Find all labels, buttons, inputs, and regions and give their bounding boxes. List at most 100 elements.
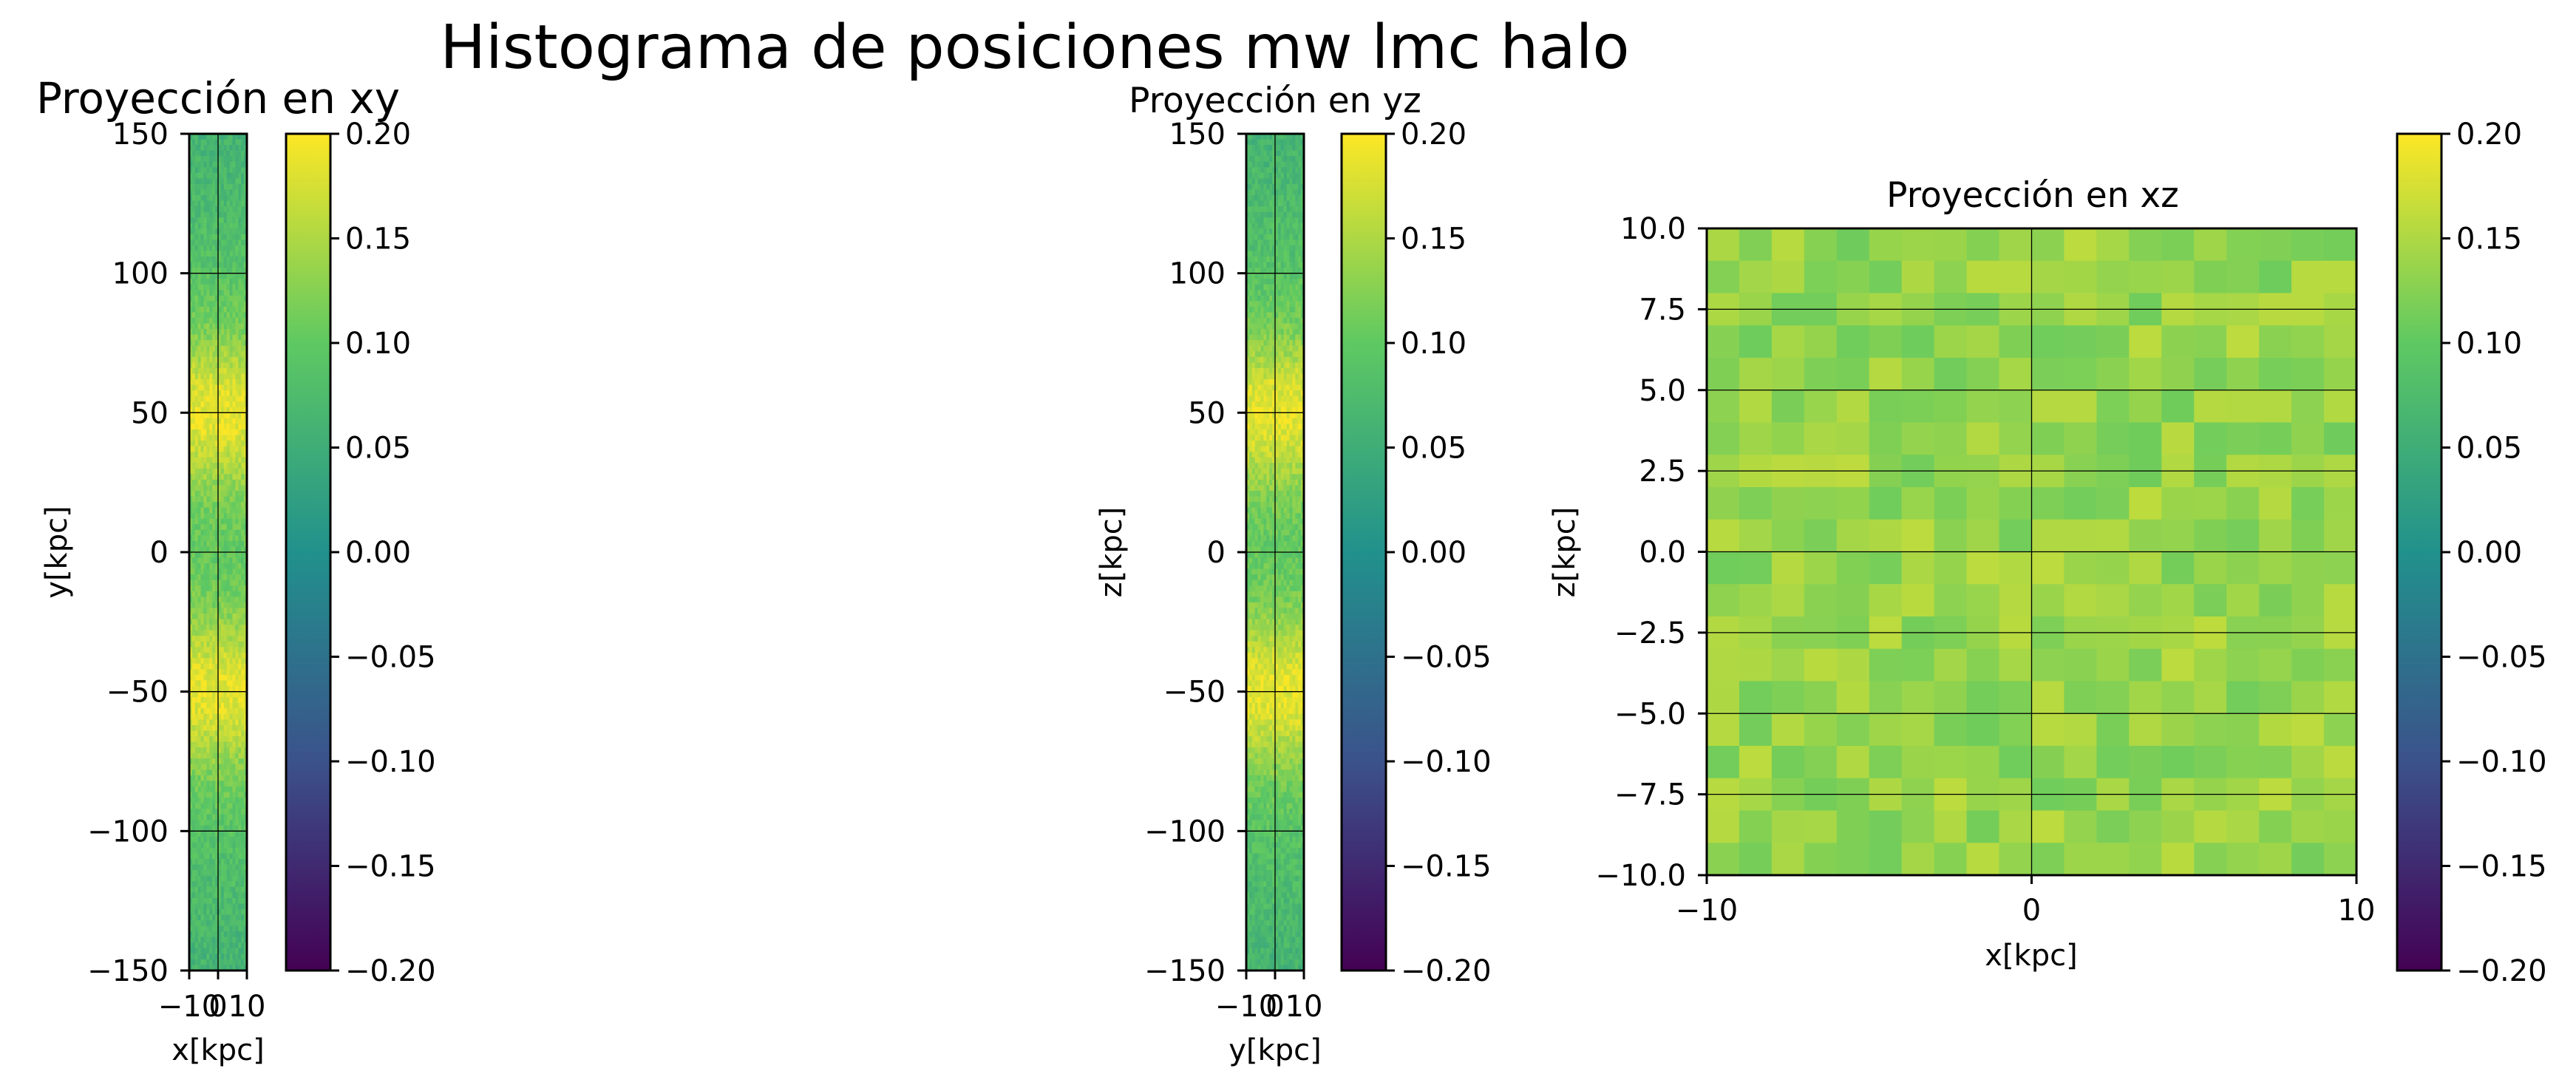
heatmap-cell xyxy=(1251,306,1256,313)
heatmap-cell xyxy=(223,842,228,849)
heatmap-cell xyxy=(203,697,207,704)
heatmap-cell xyxy=(1257,424,1262,430)
heatmap-cell xyxy=(189,295,193,302)
heatmap-cell xyxy=(1280,502,1285,509)
heatmap-cell xyxy=(1272,452,1276,458)
heatmap-cell xyxy=(1263,356,1267,364)
heatmap-cell xyxy=(220,697,225,704)
heatmap-cell xyxy=(1280,323,1285,330)
heatmap-cell xyxy=(1260,200,1264,207)
heatmap-cell xyxy=(1283,602,1288,609)
heatmap-cell xyxy=(244,836,248,843)
heatmap-cell xyxy=(241,424,245,430)
heatmap-cell xyxy=(1275,452,1279,458)
heatmap-cell xyxy=(1260,351,1264,358)
heatmap-cell xyxy=(1289,463,1293,469)
heatmap-cell xyxy=(1298,395,1302,402)
heatmap-cell xyxy=(1298,251,1302,257)
heatmap-cell xyxy=(1277,412,1282,419)
heatmap-cell xyxy=(215,686,219,693)
heatmap-cell xyxy=(197,139,202,146)
heatmap-cell xyxy=(1277,418,1282,425)
heatmap-cell xyxy=(1283,663,1288,670)
heatmap-cell xyxy=(241,496,245,503)
heatmap-cell xyxy=(238,524,242,531)
heatmap-cell xyxy=(197,295,202,302)
heatmap-cell xyxy=(1257,239,1262,246)
heatmap-cell xyxy=(218,234,222,240)
heatmap-cell xyxy=(229,379,234,386)
heatmap-cell xyxy=(209,903,213,910)
heatmap-cell xyxy=(197,948,202,954)
heatmap-cell xyxy=(1257,636,1262,642)
heatmap-cell xyxy=(232,903,236,910)
heatmap-cell xyxy=(223,139,228,146)
heatmap-cell xyxy=(1280,156,1285,163)
heatmap-cell xyxy=(212,502,216,509)
heatmap-cell xyxy=(1246,150,1250,157)
heatmap-cell xyxy=(215,457,219,463)
heatmap-cell xyxy=(1298,167,1302,174)
heatmap-cell xyxy=(200,825,205,832)
heatmap-cell xyxy=(1246,318,1250,324)
heatmap-cell xyxy=(1248,239,1253,246)
heatmap-cell xyxy=(1295,630,1299,636)
heatmap-cell xyxy=(1275,134,1279,140)
heatmap-cell xyxy=(235,680,239,687)
heatmap-cell xyxy=(215,614,219,620)
heatmap-cell xyxy=(194,803,199,809)
heatmap-cell xyxy=(1248,379,1253,386)
heatmap-cell xyxy=(244,736,248,743)
heatmap-cell xyxy=(220,585,225,592)
heatmap-cell xyxy=(241,769,245,776)
heatmap-cell xyxy=(215,647,219,653)
heatmap-cell xyxy=(1289,658,1293,665)
heatmap-cell xyxy=(238,362,242,369)
heatmap-cell xyxy=(1292,490,1296,497)
heatmap-cell xyxy=(197,513,202,520)
heatmap-cell xyxy=(203,463,207,469)
heatmap-cell xyxy=(203,412,207,419)
heatmap-cell xyxy=(244,268,248,274)
heatmap-cell xyxy=(1272,524,1276,531)
heatmap-cell xyxy=(1254,268,1259,274)
heatmap-cell xyxy=(226,479,231,486)
heatmap-cell xyxy=(220,614,225,620)
heatmap-cell xyxy=(238,691,242,698)
heatmap-cell xyxy=(1301,446,1305,452)
heatmap-cell xyxy=(1289,139,1293,146)
heatmap-cell xyxy=(241,719,245,726)
heatmap-cell xyxy=(197,552,202,559)
heatmap-cell xyxy=(229,786,234,793)
heatmap-cell xyxy=(238,781,242,787)
heatmap-cell xyxy=(226,222,231,229)
heatmap-cell xyxy=(1246,602,1250,609)
heatmap-cell xyxy=(241,301,245,307)
heatmap-cell xyxy=(218,161,222,168)
heatmap-cell xyxy=(1298,441,1302,447)
heatmap-cell xyxy=(235,636,239,642)
heatmap-cell xyxy=(1289,529,1293,536)
heatmap-cell xyxy=(1269,329,1273,336)
heatmap-cell xyxy=(203,864,207,871)
heatmap-cell xyxy=(226,206,231,213)
heatmap-cell xyxy=(191,697,196,704)
heatmap-cell xyxy=(223,741,228,748)
heatmap-cell xyxy=(1275,345,1279,352)
heatmap-cell xyxy=(232,942,236,949)
heatmap-cell xyxy=(218,775,222,782)
heatmap-cell xyxy=(203,200,207,207)
heatmap-cell xyxy=(206,150,210,157)
heatmap-cell xyxy=(244,384,248,391)
heatmap-cell xyxy=(235,183,239,191)
heatmap-cell xyxy=(1248,452,1253,458)
heatmap-cell xyxy=(241,334,245,341)
heatmap-cell xyxy=(200,239,205,246)
heatmap-cell xyxy=(232,552,236,559)
heatmap-cell xyxy=(197,870,202,877)
heatmap-cell xyxy=(1246,457,1250,463)
heatmap-cell xyxy=(200,245,205,252)
heatmap-cell xyxy=(238,557,242,564)
heatmap-cell xyxy=(189,647,193,653)
